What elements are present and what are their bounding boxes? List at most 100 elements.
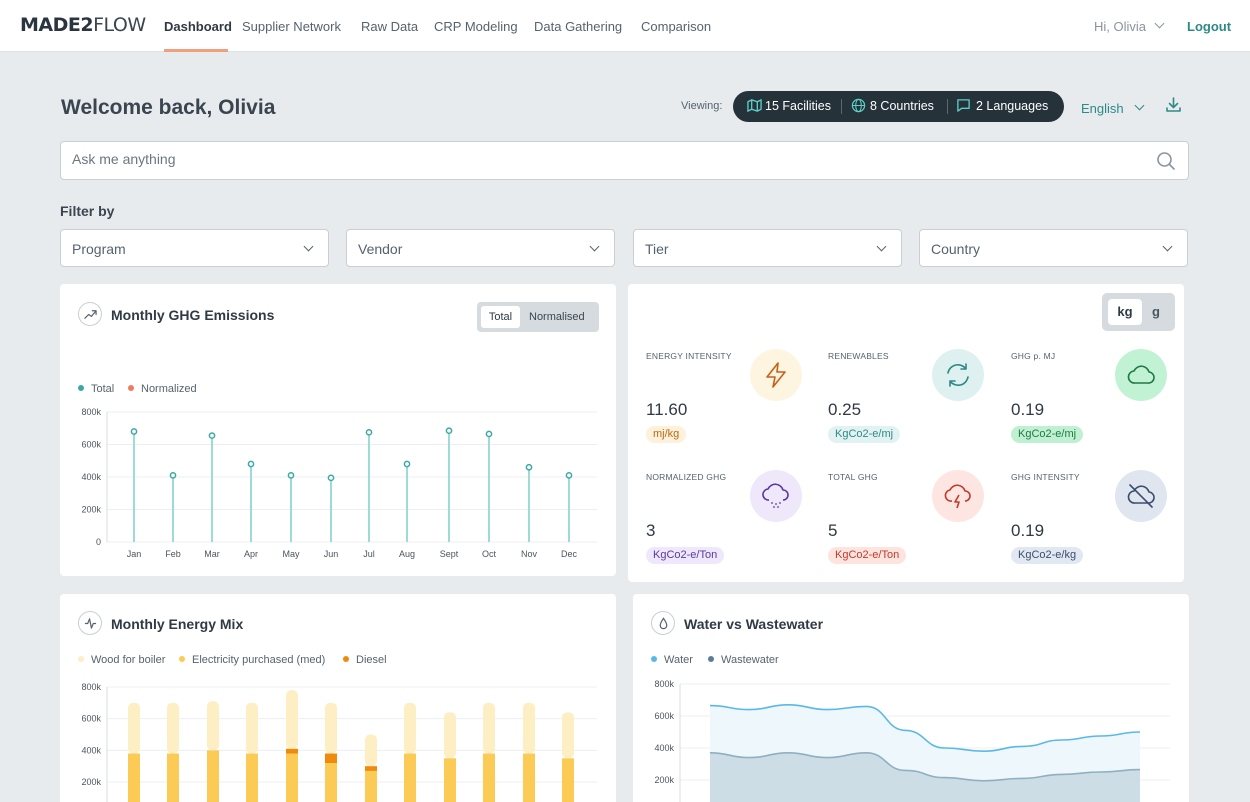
- y-tick-label: 800k: [81, 407, 101, 417]
- data-point: [485, 430, 493, 438]
- program-select[interactable]: Program: [60, 229, 329, 267]
- droplet-icon: [659, 617, 668, 630]
- data-point: [130, 428, 138, 435]
- normalised-toggle-option[interactable]: Normalised: [529, 311, 585, 323]
- search-icon[interactable]: [1156, 151, 1176, 171]
- chevron-down-icon[interactable]: [1154, 18, 1165, 29]
- logo[interactable]: MADE2FLOW: [20, 14, 146, 36]
- ghg-chart: 0 200k 400k 600k 800k Jan Feb Mar Apr May Jun Jul Au…: [81, 407, 597, 559]
- unit-toggle: kg g: [1102, 293, 1175, 331]
- energy-card-title: Monthly Energy Mix: [111, 616, 244, 632]
- x-tick-label: Oct: [482, 549, 497, 559]
- wastewater-area: [710, 752, 1140, 802]
- kg-toggle-option[interactable]: kg: [1108, 299, 1142, 325]
- ghg-emissions-card: [60, 284, 616, 576]
- countries-count: 8 Countries: [870, 99, 934, 113]
- bar-segment: [483, 753, 495, 802]
- top-nav: MADE2FLOW Dashboard Supplier Network Raw…: [0, 0, 1250, 52]
- y-tick-label: 400k: [81, 745, 101, 755]
- energy-legend-wood: Wood for boiler: [78, 654, 165, 666]
- chevron-down-icon: [303, 241, 314, 252]
- bar-segment: [562, 758, 574, 802]
- x-tick-label: Feb: [165, 549, 181, 559]
- y-tick-label: 800k: [654, 679, 674, 689]
- y-tick-label: 400k: [654, 743, 674, 753]
- kpi-unit-badge: KgCo2-e/Ton: [828, 547, 907, 564]
- y-tick-label: 800k: [81, 682, 101, 692]
- viewing-label: Viewing:: [681, 100, 723, 112]
- active-tab-indicator: [164, 49, 228, 52]
- cloud-off-icon-wrap: [1115, 470, 1167, 522]
- water-legend-water: Water: [651, 654, 693, 666]
- nav-dashboard[interactable]: Dashboard: [164, 19, 232, 34]
- activity-icon: [84, 618, 97, 629]
- refresh-icon: [947, 363, 969, 387]
- cloud-icon: [1127, 365, 1155, 384]
- bar-segment: [523, 702, 535, 754]
- data-point: [327, 474, 335, 482]
- legend-dot: [128, 385, 134, 391]
- y-tick-label: 600k: [81, 440, 101, 450]
- globe-icon: [851, 98, 866, 113]
- kpi-label: GHG p. MJ: [1011, 351, 1056, 361]
- data-point: [169, 472, 177, 479]
- nav-comparison[interactable]: Comparison: [641, 19, 712, 34]
- droplet-icon-wrap: [651, 611, 675, 635]
- bar-segment: [404, 702, 416, 754]
- nav-raw-data[interactable]: Raw Data: [361, 19, 419, 34]
- kpi-value: 5: [828, 521, 838, 540]
- user-greeting[interactable]: Hi, Olivia: [1094, 19, 1147, 34]
- x-tick-label: Mar: [204, 549, 220, 559]
- legend-dot: [343, 656, 349, 662]
- country-select[interactable]: Country: [919, 229, 1188, 267]
- water-line: [709, 703, 1141, 753]
- filter-label: Filter by: [60, 203, 115, 219]
- total-toggle-option[interactable]: Total: [481, 306, 520, 328]
- trend-icon-wrap: [78, 302, 102, 326]
- trending-up-icon: [84, 310, 97, 319]
- logout-link[interactable]: Logout: [1187, 19, 1232, 34]
- y-tick-label: 200k: [654, 775, 674, 785]
- kpi-value: 3: [646, 521, 656, 540]
- y-tick-label: 0: [96, 537, 101, 547]
- kpi-label: NORMALIZED GHG: [646, 472, 727, 482]
- download-icon[interactable]: [1165, 96, 1182, 113]
- chat-icon: [957, 99, 970, 112]
- bar-segment: [365, 766, 377, 771]
- data-point: [365, 428, 373, 436]
- g-toggle-option[interactable]: g: [1152, 304, 1160, 319]
- cloud-lightning-icon: [944, 484, 971, 509]
- chevron-down-icon: [589, 241, 600, 252]
- nav-crp-modeling[interactable]: CRP Modeling: [434, 19, 518, 34]
- kpi-unit-badge: KgCo2-e/mj: [1011, 426, 1084, 443]
- kpi-value: 0.19: [1011, 521, 1045, 540]
- chevron-down-icon[interactable]: [1134, 100, 1145, 111]
- y-tick-label: 200k: [81, 505, 101, 515]
- bar-segment: [167, 753, 179, 802]
- kpi-card: [628, 284, 1184, 582]
- tier-select[interactable]: Tier: [633, 229, 902, 267]
- languages-count: 2 Languages: [976, 99, 1049, 113]
- bar-segment: [523, 753, 535, 802]
- nav-supplier-network[interactable]: Supplier Network: [242, 19, 341, 34]
- bar-segment: [444, 758, 456, 802]
- kpi-value: 11.60: [646, 400, 688, 419]
- ghg-card-title: Monthly GHG Emissions: [111, 307, 275, 323]
- language-select[interactable]: English: [1081, 101, 1124, 116]
- bar-segment: [207, 701, 219, 751]
- search-input[interactable]: [72, 151, 1132, 167]
- energy-legend-diesel: Diesel: [343, 654, 387, 666]
- bar-segment: [404, 753, 416, 802]
- data-point: [565, 472, 573, 479]
- nav-data-gathering[interactable]: Data Gathering: [534, 19, 623, 34]
- x-tick-label: Jan: [127, 549, 142, 559]
- scope-pill[interactable]: 15 Facilities 8 Countries 2 Languages: [733, 91, 1064, 122]
- kpi-unit-badge: mj/kg: [646, 426, 687, 443]
- lightning-icon: [766, 362, 786, 388]
- kpi-unit-badge: KgCo2-e/Ton: [646, 547, 725, 564]
- refresh-icon-wrap: [932, 349, 984, 401]
- cloud-off-icon: [1127, 484, 1155, 508]
- bar-segment: [444, 712, 456, 759]
- kpi-value: 0.25: [828, 400, 862, 419]
- vendor-select[interactable]: Vendor: [346, 229, 615, 267]
